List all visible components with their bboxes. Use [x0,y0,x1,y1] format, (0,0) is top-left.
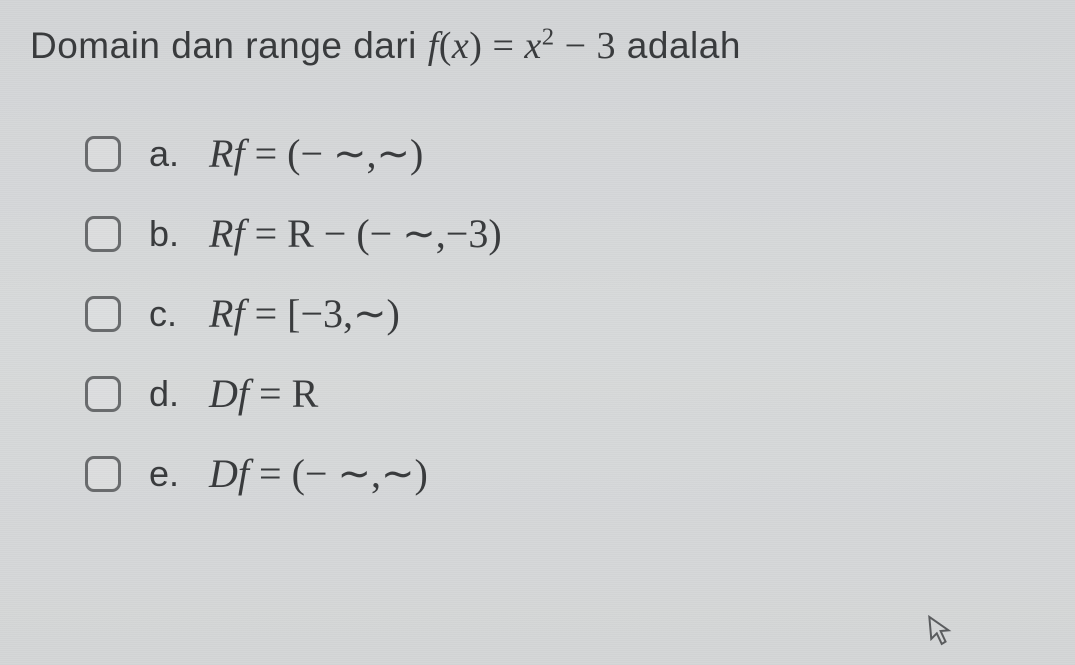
question-text: Domain dan range dari f(x) = x2 − 3 adal… [30,20,1045,73]
formula-D: D [209,371,238,416]
question-paren-open: ( [439,25,452,67]
formula-rest: = R − (− ∼,−3) [245,211,502,256]
option-label: d. [149,371,191,418]
option-label: e. [149,451,191,498]
checkbox-icon[interactable] [85,136,121,172]
cursor-icon [925,613,957,658]
question-math-x: x [452,25,469,67]
option-formula: Df = R [209,368,318,420]
formula-f: f [233,291,244,336]
question-math-f: f [428,25,439,67]
question-eq: = [482,25,524,67]
formula-D: D [209,451,238,496]
formula-R: R [209,131,233,176]
option-d[interactable]: d. Df = R [85,368,1045,420]
question-minus3: − 3 [555,25,616,67]
formula-rest: = (− ∼,∼) [249,451,428,496]
option-b[interactable]: b. Rf = R − (− ∼,−3) [85,208,1045,260]
checkbox-icon[interactable] [85,376,121,412]
option-e[interactable]: e. Df = (− ∼,∼) [85,448,1045,500]
option-a[interactable]: a. Rf = (− ∼,∼) [85,128,1045,180]
question-paren-close: ) [469,25,482,67]
option-formula: Rf = [−3,∼) [209,288,400,340]
formula-rest: = (− ∼,∼) [245,131,424,176]
question-prefix: Domain dan range dari [30,25,428,66]
formula-R: R [209,211,233,256]
options-list: a. Rf = (− ∼,∼) b. Rf = R − (− ∼,−3) c. … [30,128,1045,500]
checkbox-icon[interactable] [85,216,121,252]
checkbox-icon[interactable] [85,456,121,492]
checkbox-icon[interactable] [85,296,121,332]
option-formula: Rf = R − (− ∼,−3) [209,208,502,260]
formula-R: R [209,291,233,336]
option-label: b. [149,211,191,258]
option-label: c. [149,291,191,338]
formula-f: f [233,211,244,256]
formula-f: f [233,131,244,176]
question-exponent: 2 [542,23,555,50]
option-label: a. [149,131,191,178]
formula-f: f [238,451,249,496]
question-x-base: x [524,25,541,67]
option-formula: Df = (− ∼,∼) [209,448,428,500]
option-formula: Rf = (− ∼,∼) [209,128,423,180]
option-c[interactable]: c. Rf = [−3,∼) [85,288,1045,340]
question-suffix: adalah [616,25,741,66]
formula-rest: = [−3,∼) [245,291,400,336]
formula-f: f [238,371,249,416]
formula-rest: = R [249,371,318,416]
